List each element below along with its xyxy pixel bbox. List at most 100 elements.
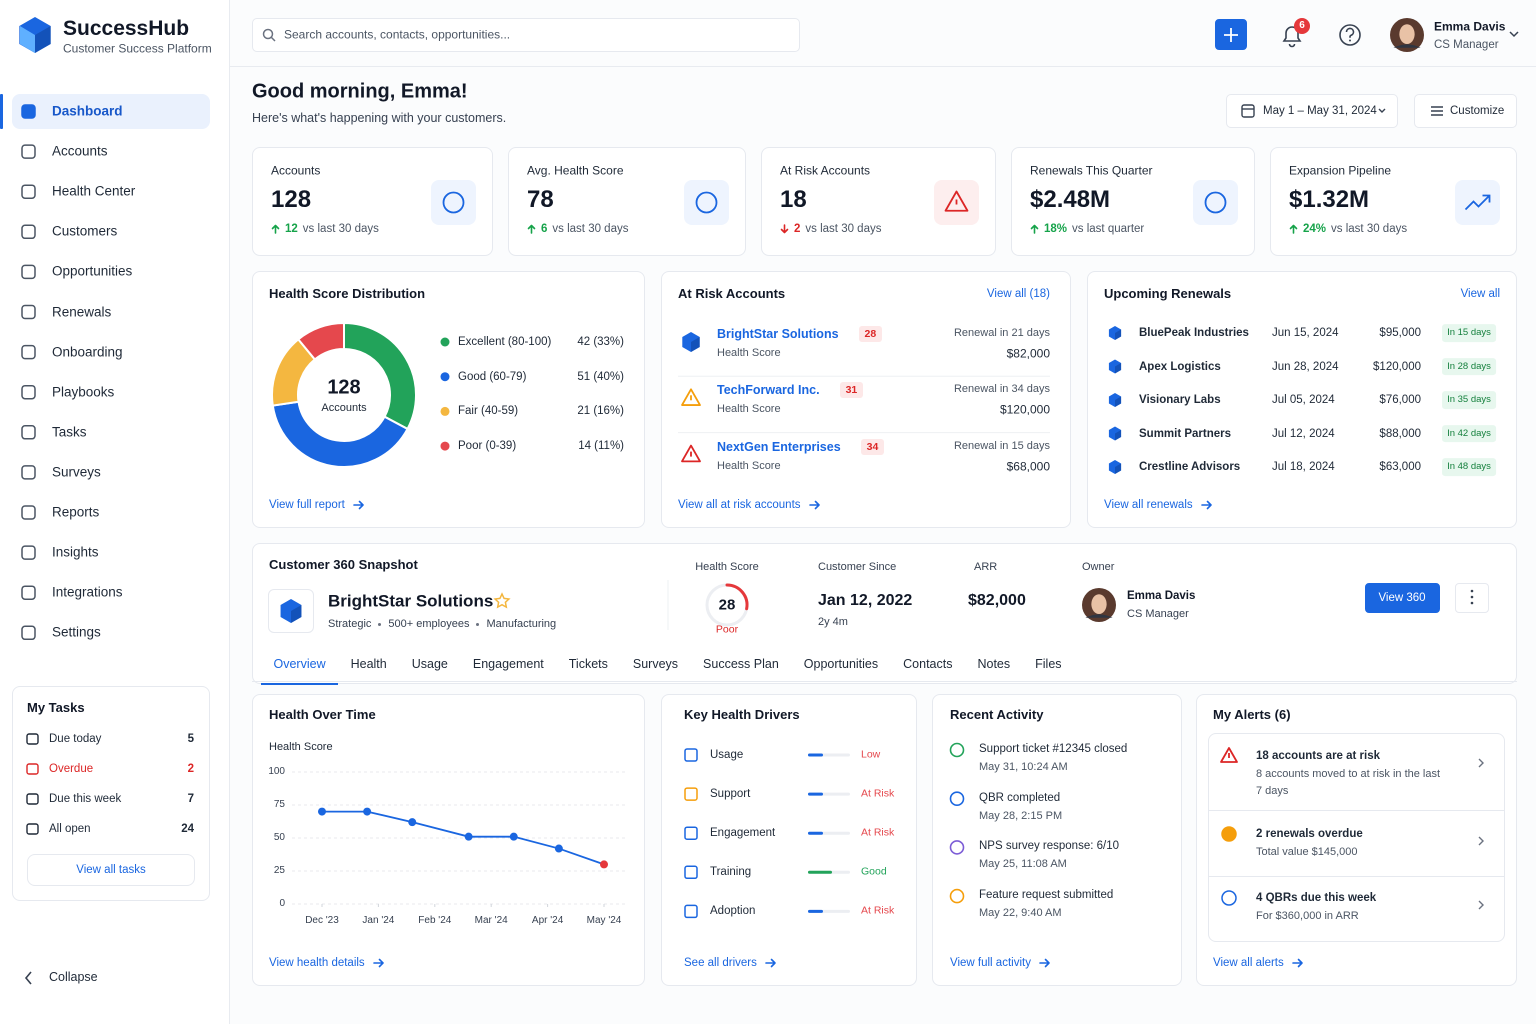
arr-value: $120,000 xyxy=(999,402,1050,417)
view-all-alerts-link[interactable]: View all alerts xyxy=(1213,957,1304,969)
kpi-delta-value: 12 xyxy=(285,223,298,235)
user-role: CS Manager xyxy=(1434,38,1499,51)
account-sub: Health Score xyxy=(717,347,781,360)
nav-icon xyxy=(21,104,36,119)
view-360-label[interactable]: View 360 xyxy=(1378,591,1426,604)
more-button[interactable] xyxy=(1455,583,1489,613)
nav-item[interactable]: Reports xyxy=(52,504,100,520)
view-360-button[interactable] xyxy=(1365,583,1440,613)
view-all-tasks-button[interactable] xyxy=(27,854,195,886)
tab[interactable]: Contacts xyxy=(903,657,953,671)
tab[interactable]: Tickets xyxy=(568,657,608,671)
nav-item[interactable]: Renewals xyxy=(52,304,112,320)
nav-icon xyxy=(21,625,36,641)
logo-icon-facet xyxy=(35,26,51,53)
search-icon-handle xyxy=(270,36,276,42)
driver-icon xyxy=(684,787,698,801)
driver-status: Good xyxy=(861,865,887,878)
legend-label: Fair (40-59) xyxy=(458,405,519,418)
delta-arrow xyxy=(271,224,280,234)
nav-icon xyxy=(21,545,36,560)
view-health-details-link[interactable]: View health details xyxy=(269,957,385,969)
alerts-list xyxy=(1208,733,1505,942)
view-all-link[interactable]: View all xyxy=(1460,287,1500,300)
customize-icon xyxy=(1431,106,1443,116)
tab[interactable]: Overview xyxy=(261,657,339,685)
nav-icon xyxy=(21,264,36,280)
nav-item[interactable]: Customers xyxy=(52,223,118,239)
view-full-report-link-text: View full report xyxy=(269,499,345,511)
nav-item[interactable]: Dashboard xyxy=(52,103,123,119)
tab[interactable]: Notes xyxy=(977,657,1011,671)
view-full-report-link[interactable]: View full report xyxy=(269,499,365,511)
nav-item[interactable]: Integrations xyxy=(52,584,123,600)
nav-item[interactable]: Surveys xyxy=(52,464,101,480)
at-risk-card xyxy=(661,271,1071,528)
logo-icon-facet xyxy=(1115,363,1122,374)
collapse-label[interactable]: Collapse xyxy=(49,970,98,985)
kpi-value: $1.32M xyxy=(1289,186,1370,213)
tag-separator xyxy=(476,622,480,626)
tab[interactable]: Engagement xyxy=(472,657,544,671)
nav-icon xyxy=(21,505,36,520)
nav-icon xyxy=(21,304,36,320)
alert-chevron xyxy=(1478,836,1484,846)
nav-item[interactable]: Playbooks xyxy=(52,384,115,400)
driver-status: Low xyxy=(861,748,881,761)
tab[interactable]: Usage xyxy=(411,657,448,671)
delta-arrow xyxy=(1030,224,1039,234)
kpi-icon xyxy=(695,191,718,214)
view-full-activity-link[interactable]: View full activity xyxy=(950,957,1051,969)
renewal-amount: $63,000 xyxy=(1379,460,1421,473)
x-tick-label: Feb '24 xyxy=(418,914,452,926)
driver-bar xyxy=(808,753,823,757)
arr-value: $68,000 xyxy=(1006,459,1050,474)
user-name: Emma Davis xyxy=(1434,19,1506,34)
nav-item[interactable]: Opportunities xyxy=(52,263,133,279)
view-all-link[interactable]: View all (18) xyxy=(986,287,1050,300)
nav-item[interactable]: Onboarding xyxy=(52,344,123,360)
kpi-value: 18 xyxy=(780,186,807,213)
health-point xyxy=(464,832,473,841)
driver-status: At Risk xyxy=(861,826,895,839)
kpi-icon-bg xyxy=(1193,180,1238,225)
tab[interactable]: Health xyxy=(350,657,387,671)
view-all-renewals-link[interactable]: View all renewals xyxy=(1104,499,1213,511)
task-label: Due this week xyxy=(49,792,122,805)
avatar-face xyxy=(1091,594,1107,615)
nav-item[interactable]: Settings xyxy=(52,624,101,640)
renewal-badge: In 15 days xyxy=(1442,324,1496,342)
account-sub: Health Score xyxy=(717,459,781,472)
tab[interactable]: Files xyxy=(1035,657,1062,671)
legend-value: 21 (16%) xyxy=(577,405,624,418)
view-all-at-risk-link[interactable]: View all at risk accounts xyxy=(678,499,821,511)
kpi-label: Expansion Pipeline xyxy=(1289,163,1392,178)
view-all-tasks-label[interactable]: View all tasks xyxy=(76,863,146,876)
activity-time: May 25, 11:08 AM xyxy=(979,858,1067,871)
health-point xyxy=(318,807,326,816)
y-tick-label: 25 xyxy=(273,864,285,876)
nav-item[interactable]: Accounts xyxy=(52,143,108,159)
avatar-face xyxy=(1399,24,1415,45)
search-box[interactable] xyxy=(252,18,800,52)
renewal-name: Visionary Labs xyxy=(1139,393,1221,406)
tab[interactable]: Surveys xyxy=(632,657,679,671)
task-label: All open xyxy=(49,822,91,835)
nav-icon xyxy=(21,465,36,480)
alert-sub: For $360,000 in ARR xyxy=(1256,910,1359,922)
favorite-star xyxy=(493,592,511,609)
nav-item[interactable]: Insights xyxy=(52,544,99,560)
owner-role: CS Manager xyxy=(1127,608,1189,621)
tab[interactable]: Success Plan xyxy=(703,657,779,671)
more-icon-dot xyxy=(1470,601,1474,605)
nav-item[interactable]: Tasks xyxy=(52,424,87,440)
kpi-delta-value: 6 xyxy=(541,223,548,235)
kpi-label: Avg. Health Score xyxy=(527,163,624,178)
nav-item[interactable]: Health Center xyxy=(52,183,136,199)
see-all-drivers-link[interactable]: See all drivers xyxy=(684,957,777,969)
tab[interactable]: Opportunities xyxy=(803,657,879,671)
task-label: Overdue xyxy=(49,762,94,775)
arr-value: $82,000 xyxy=(968,592,1026,609)
